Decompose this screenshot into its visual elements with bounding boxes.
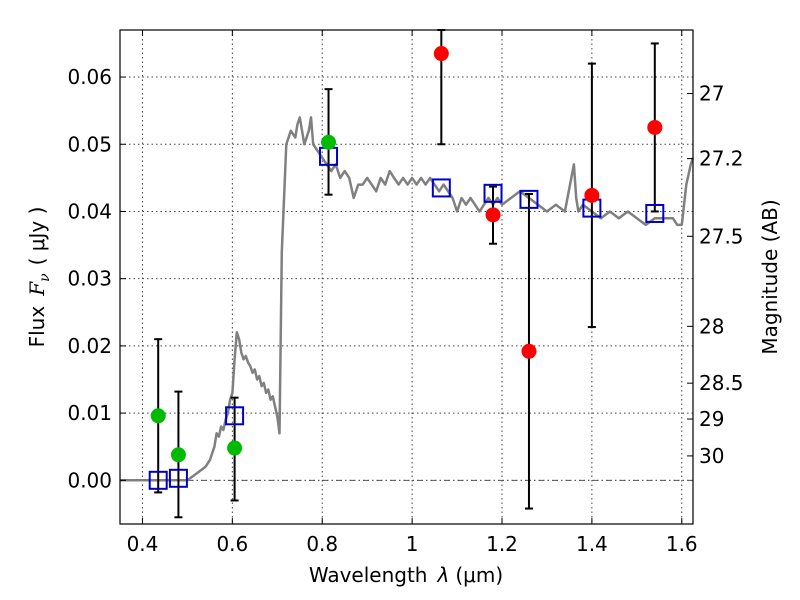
- x-tick-label: 1: [406, 532, 419, 556]
- model-photometry-square: [519, 189, 539, 209]
- model-photometry-square: [148, 470, 168, 490]
- model-photometry-square: [645, 203, 665, 223]
- observed-data-point: [647, 119, 663, 135]
- x-tick-label: 1.4: [576, 532, 608, 556]
- y-tick-label: 0.01: [67, 401, 112, 425]
- y-tick-label: 0.00: [67, 468, 112, 492]
- y-tick-label: 0.03: [67, 267, 112, 291]
- observed-data-point: [485, 207, 501, 223]
- model-sed-line: [120, 116, 695, 482]
- observed-data-point: [170, 447, 186, 463]
- observed-data-point: [521, 343, 537, 359]
- observed-data-point: [321, 134, 337, 150]
- model-photometry-square: [168, 468, 188, 488]
- y-tick-label: 0.04: [67, 199, 112, 223]
- plot-frame: [119, 29, 694, 525]
- right-tick-label: 29: [699, 407, 724, 431]
- y-tick-label: 0.02: [67, 334, 112, 358]
- right-tick-label: 27.2: [699, 147, 744, 171]
- model-sed-layer: [120, 116, 695, 482]
- x-axis-ticks: 0.4 0.6 0.8 1 1.2 1.4 1.6: [127, 30, 698, 556]
- model-photometry-square: [225, 406, 245, 426]
- right-tick-label: 28: [699, 314, 724, 338]
- y-axis-label: FluxFν( μJy ): [25, 207, 53, 348]
- x-tick-label: 1.6: [666, 532, 698, 556]
- right-axis-ticks: 27 27.2 27.5 28 28.5 29 30: [687, 82, 744, 468]
- observed-data-point: [584, 187, 600, 203]
- model-photometry-square: [431, 178, 451, 198]
- observed-points: [150, 46, 663, 463]
- observed-data-point: [150, 408, 166, 424]
- observed-data-point: [227, 440, 243, 456]
- y-tick-label: 0.05: [67, 132, 112, 156]
- right-tick-label: 27.5: [699, 224, 744, 248]
- x-tick-label: 0.8: [306, 532, 338, 556]
- y-tick-label: 0.06: [67, 65, 112, 89]
- x-tick-label: 0.6: [216, 532, 248, 556]
- right-tick-label: 28.5: [699, 371, 744, 395]
- y-axis-ticks: 0.00 0.01 0.02 0.03 0.04 0.05 0.06: [67, 65, 126, 492]
- x-tick-label: 1.2: [486, 532, 518, 556]
- x-tick-label: 0.4: [127, 532, 159, 556]
- grid-lines: [120, 30, 693, 524]
- right-axis-label: Magnitude (AB): [758, 199, 782, 354]
- right-tick-label: 30: [699, 444, 724, 468]
- observed-data-point: [433, 46, 449, 62]
- model-photometry-square: [483, 183, 503, 203]
- x-axis-label: Wavelength λ (μm): [309, 563, 503, 587]
- right-tick-label: 27: [699, 82, 724, 106]
